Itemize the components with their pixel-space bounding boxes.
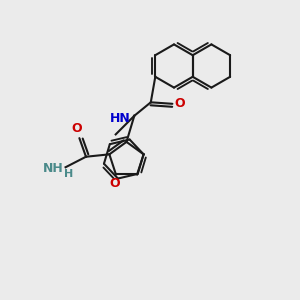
Text: H: H [64, 169, 73, 179]
Text: O: O [175, 97, 185, 110]
Text: HN: HN [110, 112, 131, 125]
Text: O: O [72, 122, 82, 134]
Text: NH: NH [42, 162, 63, 175]
Text: O: O [109, 178, 120, 190]
